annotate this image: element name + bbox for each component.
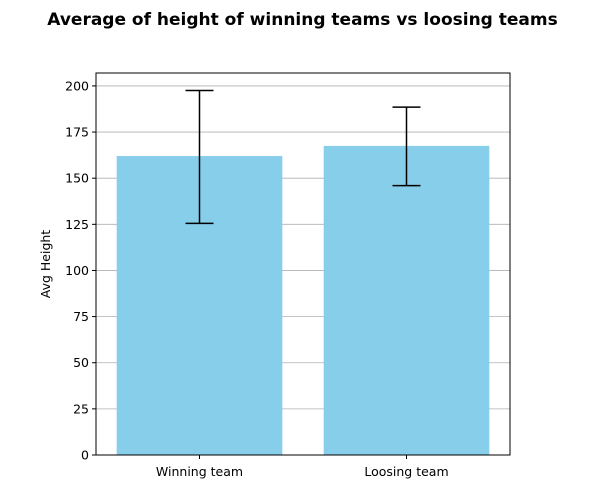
x-tick-label: Winning team xyxy=(156,464,243,479)
x-axis-ticks: Winning team Loosing team xyxy=(156,455,449,479)
chart-title: Average of height of winning teams vs lo… xyxy=(47,10,557,30)
error-bars xyxy=(185,89,421,225)
y-tick-label: 125 xyxy=(65,217,89,232)
y-tick-label: 200 xyxy=(65,78,89,93)
y-tick-label: 50 xyxy=(73,355,89,370)
y-tick-label: 150 xyxy=(65,171,89,186)
y-tick-label: 100 xyxy=(65,263,89,278)
y-tick-label: 75 xyxy=(73,309,89,324)
y-axis-ticks: 0 25 50 75 100 125 150 175 200 xyxy=(65,78,96,463)
bar xyxy=(323,145,490,455)
y-tick-label: 25 xyxy=(73,401,89,416)
y-tick-label: 0 xyxy=(81,448,89,463)
plot-frame xyxy=(95,72,511,456)
y-axis-label: Avg Height xyxy=(38,230,53,299)
y-tick-label: 175 xyxy=(65,125,89,140)
x-tick-label: Loosing team xyxy=(364,464,448,479)
